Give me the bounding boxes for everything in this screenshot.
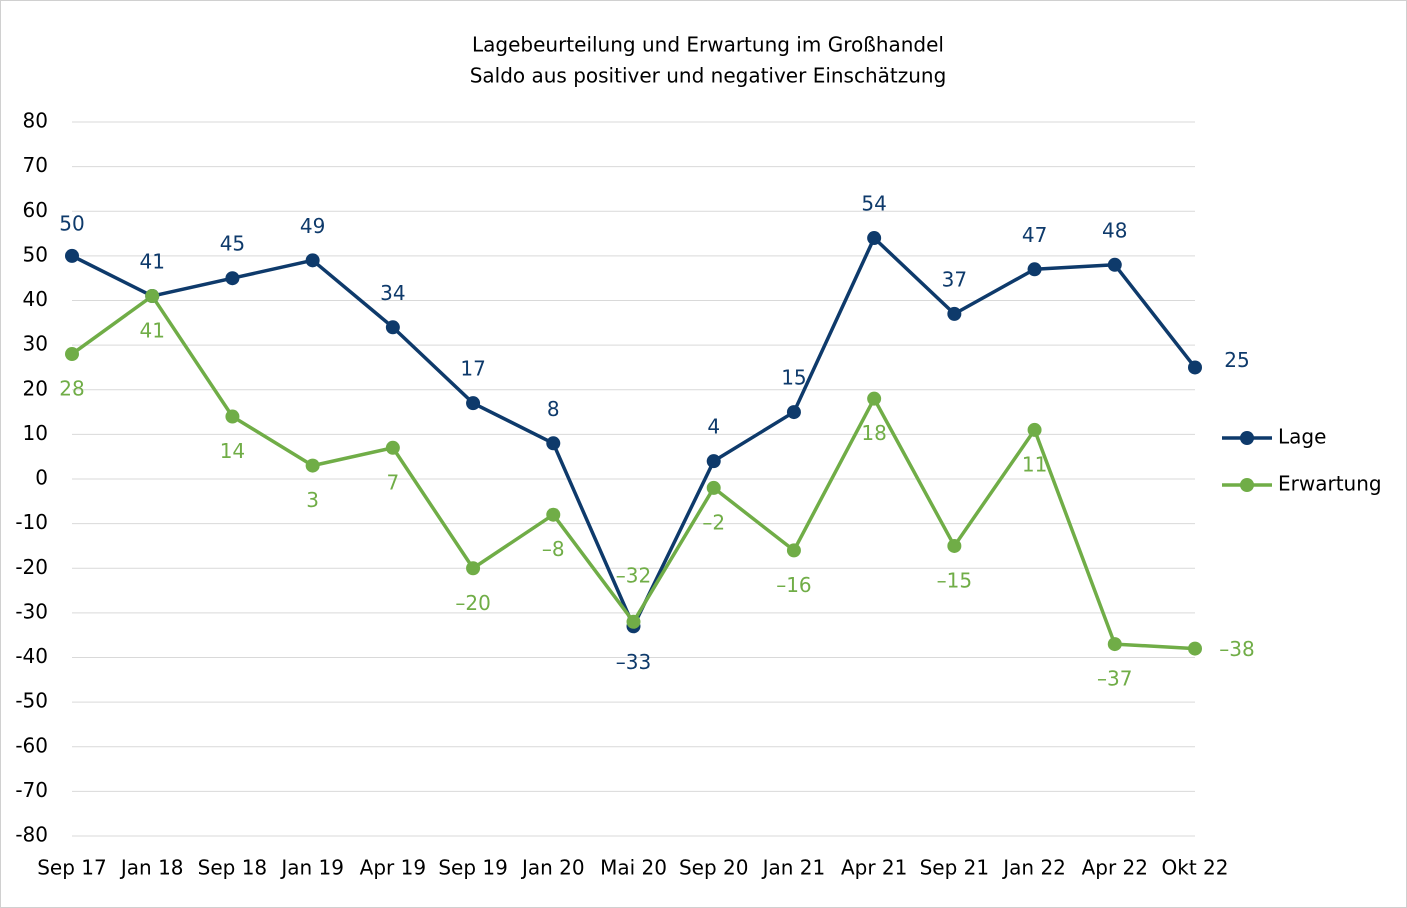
data-point	[1107, 257, 1122, 272]
data-label: 54	[861, 192, 886, 216]
legend-marker	[1240, 431, 1254, 445]
data-label: –33	[616, 650, 651, 674]
data-point	[1188, 641, 1202, 656]
data-label: 47	[1022, 223, 1047, 247]
data-point	[1027, 422, 1042, 437]
data-point	[706, 480, 721, 495]
data-label: 7	[386, 470, 399, 494]
data-label: –15	[937, 568, 972, 592]
data-point	[305, 253, 320, 268]
data-label: 8	[547, 397, 560, 421]
data-point	[546, 507, 561, 522]
y-tick-label: 0	[35, 466, 48, 490]
legend-label: Erwartung	[1278, 472, 1382, 496]
x-tick-label: Jan 22	[1001, 856, 1066, 880]
x-tick-label: Jan 18	[119, 856, 184, 880]
y-tick-label: 10	[23, 421, 48, 445]
y-tick-label: 30	[23, 332, 48, 356]
data-point	[385, 440, 400, 455]
x-tick-label: Okt 22	[1162, 856, 1229, 880]
chart-subtitle: Saldo aus positiver und negativer Einsch…	[470, 64, 947, 88]
x-tick-label: Jan 21	[761, 856, 826, 880]
y-tick-label: 70	[23, 153, 48, 177]
data-point	[225, 409, 240, 424]
data-point	[305, 458, 320, 473]
y-tick-label: -70	[15, 778, 48, 802]
data-label: 48	[1102, 218, 1127, 242]
y-tick-label: 40	[23, 287, 48, 311]
y-tick-label: -30	[15, 599, 48, 623]
data-label: 41	[139, 319, 164, 343]
data-label: –37	[1097, 667, 1132, 691]
data-point	[145, 289, 160, 304]
y-tick-label: -10	[15, 510, 48, 534]
chart-title: Lagebeurteilung und Erwartung im Großhan…	[472, 33, 944, 57]
data-label: –38	[1219, 637, 1254, 661]
data-label: 45	[220, 232, 245, 256]
y-tick-label: -20	[15, 555, 48, 579]
y-tick-label: 80	[23, 109, 48, 133]
x-tick-label: Apr 21	[841, 856, 907, 880]
x-tick-label: Jan 19	[279, 856, 344, 880]
data-label: –32	[616, 563, 651, 587]
data-point	[65, 347, 79, 362]
y-tick-label: -40	[15, 644, 48, 668]
data-point	[1107, 637, 1122, 652]
x-tick-label: Sep 21	[920, 856, 990, 880]
x-tick-label: Sep 18	[198, 856, 268, 880]
x-tick-label: Mai 20	[600, 856, 667, 880]
data-label: 4	[707, 415, 720, 439]
data-point	[65, 248, 79, 263]
data-label: 49	[300, 214, 325, 238]
data-label: –8	[542, 537, 565, 561]
data-label: 34	[380, 281, 405, 305]
y-tick-label: 50	[23, 242, 48, 266]
data-label: 28	[59, 377, 84, 401]
x-tick-label: Apr 19	[360, 856, 426, 880]
data-point	[867, 391, 882, 406]
data-label: 11	[1022, 452, 1047, 476]
data-point	[1027, 262, 1042, 277]
data-label: 14	[220, 439, 245, 463]
data-label: 50	[59, 211, 84, 235]
data-point	[786, 405, 801, 420]
data-point	[947, 306, 962, 321]
data-label: 25	[1224, 348, 1249, 372]
data-label: –20	[455, 591, 490, 615]
data-label: –2	[702, 510, 725, 534]
data-label: 15	[781, 366, 806, 390]
data-label: 18	[861, 421, 886, 445]
data-point	[385, 320, 400, 335]
x-tick-label: Sep 20	[679, 856, 749, 880]
x-tick-label: Sep 17	[37, 856, 107, 880]
data-point	[1188, 360, 1202, 375]
x-tick-label: Sep 19	[438, 856, 508, 880]
legend-label: Lage	[1278, 425, 1326, 449]
y-tick-label: 60	[23, 198, 48, 222]
x-tick-label: Jan 20	[520, 856, 585, 880]
x-tick-label: Apr 22	[1082, 856, 1148, 880]
y-tick-label: -60	[15, 733, 48, 757]
y-tick-label: 20	[23, 376, 48, 400]
data-label: 3	[306, 488, 319, 512]
data-label: 37	[942, 267, 967, 291]
legend-marker	[1240, 478, 1254, 492]
y-tick-label: -80	[15, 823, 48, 847]
data-label: 41	[139, 250, 164, 274]
data-point	[546, 436, 561, 451]
data-point	[947, 538, 962, 553]
data-label: –16	[776, 573, 811, 597]
data-point	[786, 543, 801, 558]
data-point	[466, 396, 481, 411]
data-point	[867, 231, 882, 246]
data-point	[706, 454, 721, 469]
data-point	[466, 561, 481, 576]
data-point	[225, 271, 240, 286]
data-label: 17	[460, 357, 485, 381]
y-tick-label: -50	[15, 689, 48, 713]
data-point	[626, 614, 641, 629]
